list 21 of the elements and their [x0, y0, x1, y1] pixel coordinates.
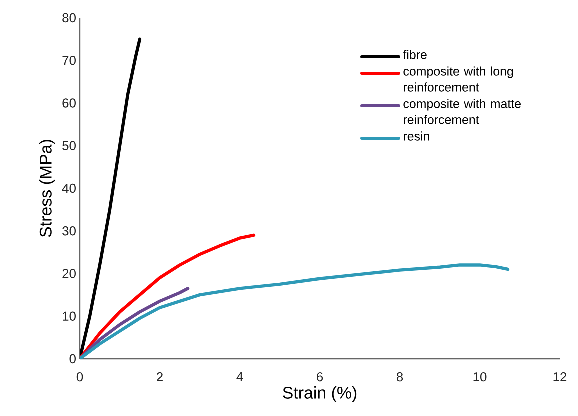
x-tick-label: 2 — [157, 372, 163, 382]
x-tick-label: 12 — [554, 372, 567, 382]
x-tick-label: 8 — [396, 372, 404, 382]
x-tick-label: 6 — [317, 372, 324, 382]
y-tick-label: 80 — [62, 13, 76, 23]
y-tick-label: 70 — [62, 56, 76, 66]
x-axis-title: Strain (%) — [283, 386, 357, 402]
x-tick-label: 4 — [236, 372, 244, 382]
legend-label: fibre — [403, 50, 427, 60]
y-tick-label: 50 — [62, 141, 76, 150]
y-tick-label: 40 — [62, 184, 76, 194]
y-tick-label: 10 — [63, 312, 76, 321]
y-tick-label: 60 — [62, 98, 76, 108]
y-tick-label: 30 — [62, 226, 76, 236]
y-tick-label: 0 — [70, 354, 76, 364]
y-tick-label: 20 — [62, 269, 76, 278]
line-series — [80, 38, 142, 359]
x-tick-label: 10 — [474, 372, 487, 382]
x-tick-label: 0 — [76, 372, 84, 382]
legend-label: resin — [404, 132, 430, 141]
y-axis-title: Stress (MPa) — [39, 140, 56, 238]
